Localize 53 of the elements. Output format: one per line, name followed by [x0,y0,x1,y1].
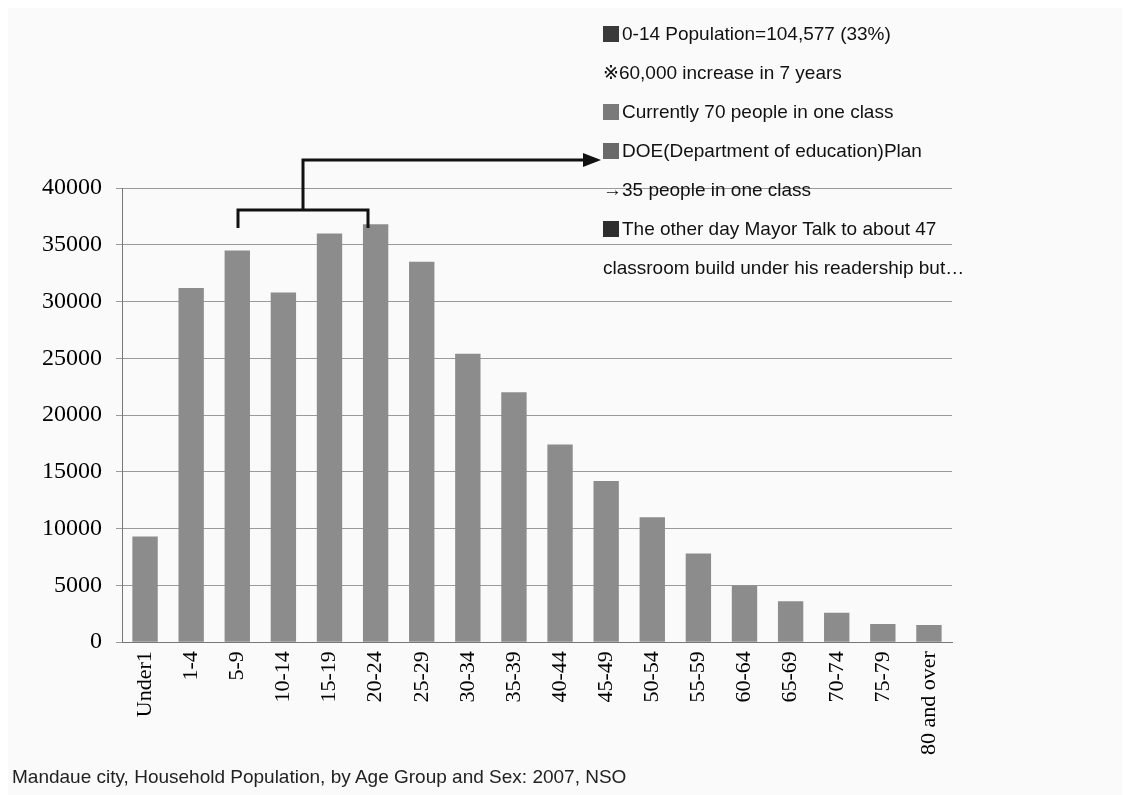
x-tick-label: Under1 [130,651,156,718]
x-tick-label: 70-74 [822,651,848,703]
x-tick-label: 5-9 [223,651,249,681]
text: 0-14 Population=104,577 (33%) [622,22,891,46]
y-tick-label: 15000 [42,457,102,484]
text: ※60,000 increase in 7 years [603,61,842,85]
bar [824,612,850,642]
bar [409,261,435,642]
y-tick-label: 35000 [42,230,102,257]
y-tick-label: 20000 [42,400,102,427]
bar [501,392,527,642]
y-tick-label: 25000 [42,343,102,370]
bar [777,601,804,642]
x-tick-label: 55-59 [684,651,710,703]
bar [685,553,712,642]
x-tick-label: 1-4 [176,651,202,681]
x-tick-label: 35-39 [499,651,525,703]
annotation: →35 people in one class [603,178,812,202]
bar [178,287,204,642]
text: DOE(Department of education)Plan [622,139,922,163]
x-tick-label: 20-24 [361,651,387,703]
bar [362,224,389,642]
y-tick-label: 30000 [42,286,102,313]
bar [270,292,297,642]
annotation: classroom build under his readership but… [603,256,965,280]
bar [132,536,158,642]
annotation: The other day Mayor Talk to about 47 [622,217,937,241]
y-tick-label: 0 [90,627,102,654]
bar [455,353,481,642]
x-tick-label: 30-34 [453,651,479,703]
x-tick-label: 75-79 [868,651,894,703]
x-tick-label: 50-54 [638,651,664,703]
bar [593,480,619,642]
bar [639,517,665,642]
y-tick-label: 5000 [54,570,102,597]
bar [224,250,250,642]
bar [547,444,573,642]
text: Currently 70 people in one class [622,100,894,124]
x-tick-label: 80 and over [914,650,940,755]
x-tick-label: 65-69 [776,651,802,703]
x-tick-label: 15-19 [315,651,341,703]
bar [731,585,758,642]
x-tick-label: 60-64 [730,651,756,703]
bar [916,625,942,642]
y-tick-label: 40000 [42,173,102,200]
x-tick-label: 45-49 [591,651,617,703]
x-tick-label: 40-44 [545,651,571,703]
x-tick-label: 25-29 [407,651,433,703]
x-tick-label: 10-14 [269,651,295,703]
bar [870,623,896,642]
bar [316,233,343,642]
y-tick-label: 10000 [42,513,102,540]
text: Mandaue city, Household Population, by Age Group and Sex: 2007, NSO [12,766,627,788]
